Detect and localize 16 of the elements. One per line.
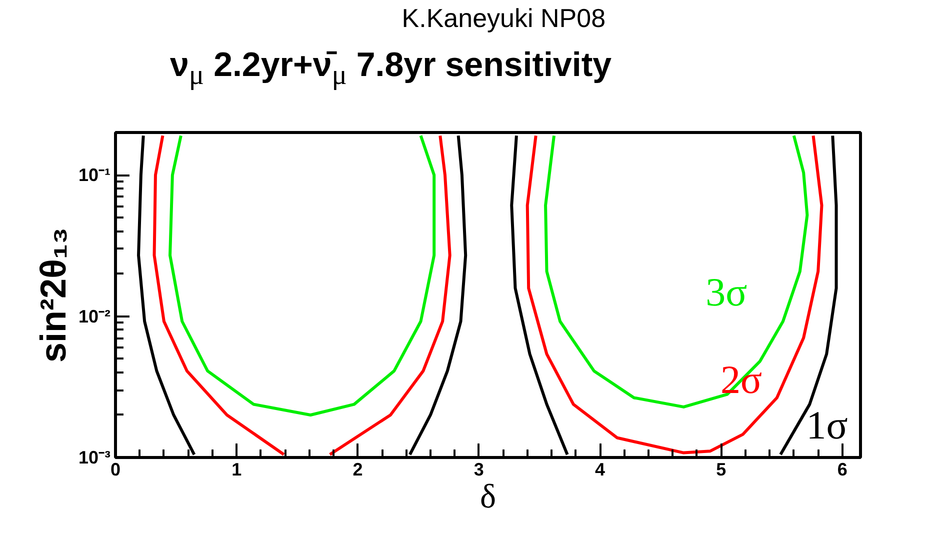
y-axis-title: sin²2θ₁₃ xyxy=(32,227,74,363)
x-tick-label: 1 xyxy=(232,460,242,480)
chart-title: ν$_{μ}$ 2.2yr+ν̄$_{μ}$ 7.8yr sensitivity xyxy=(170,45,612,93)
legend-label: 1σ xyxy=(806,402,848,448)
y-tick-label: 10⁻¹ xyxy=(78,165,111,186)
y-tick-label: 10⁻³ xyxy=(78,448,111,468)
x-tick-label: 5 xyxy=(716,460,726,480)
x-tick-label: 2 xyxy=(352,460,363,480)
y-tick-label: 10⁻² xyxy=(78,306,111,326)
series-label: 3σ xyxy=(706,269,748,314)
x-tick-label: 0 xyxy=(110,460,121,480)
x-axis-title: δ xyxy=(480,478,496,516)
x-tick-label: 4 xyxy=(595,460,606,480)
x-tick-label: 3 xyxy=(474,460,484,480)
x-tick-label: 6 xyxy=(837,460,848,480)
text: K.Kaneyuki NP08 xyxy=(400,2,607,35)
